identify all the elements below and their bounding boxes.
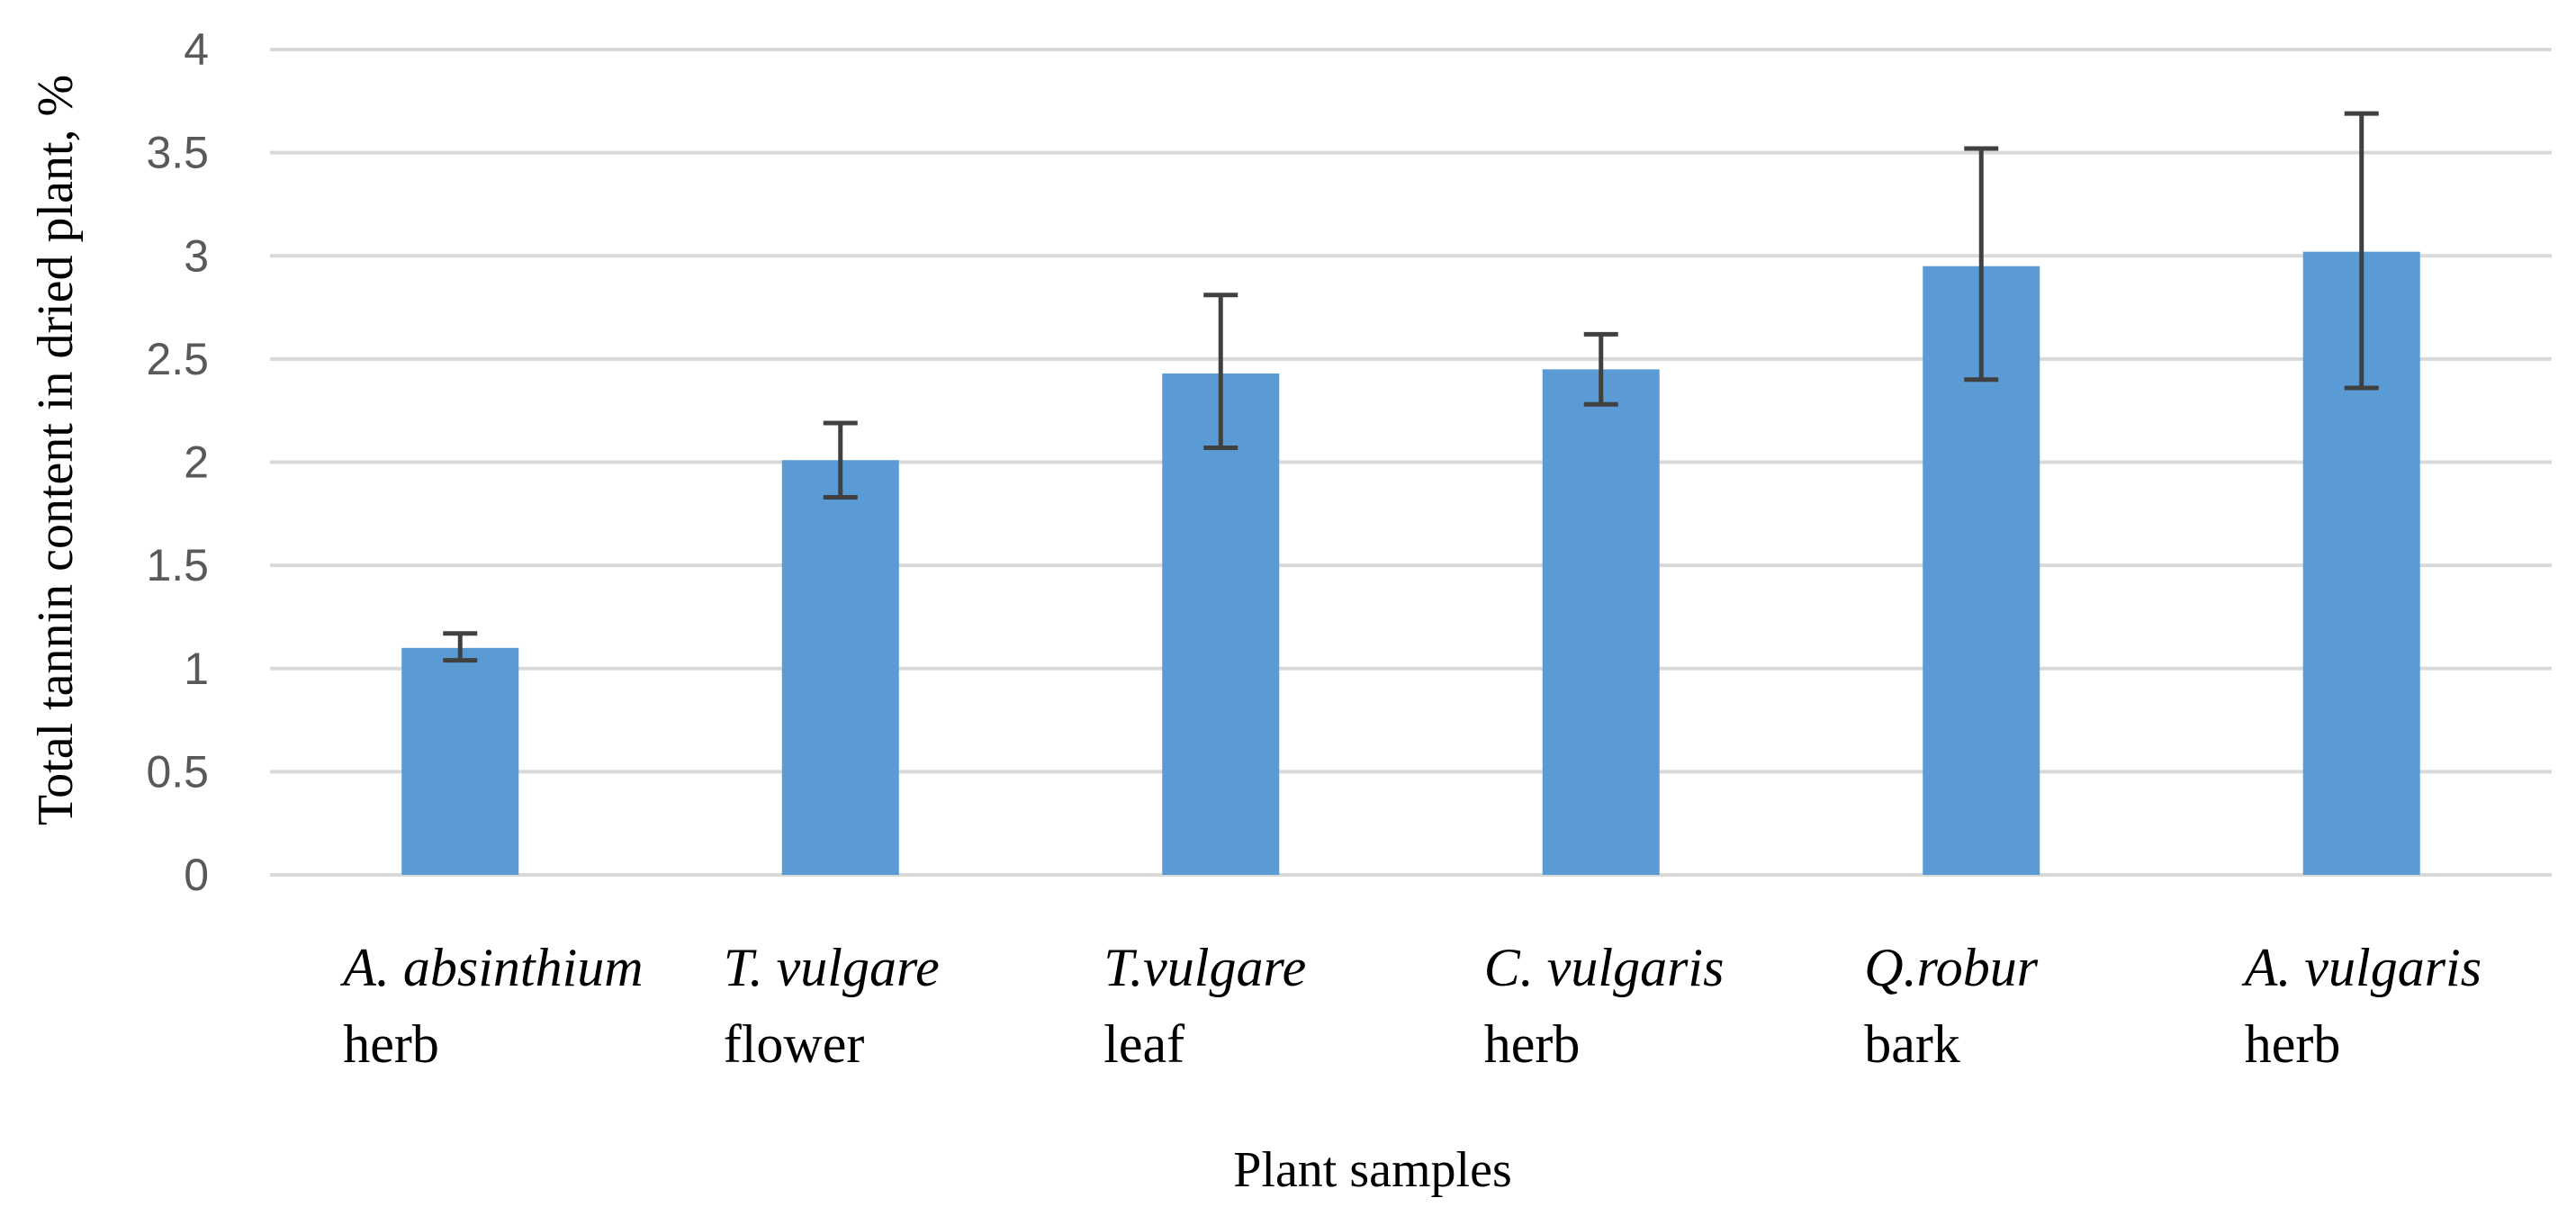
x-category-part-label: herb: [1484, 1014, 1581, 1074]
x-category-part-label: bark: [1864, 1014, 1960, 1074]
bar: [401, 647, 519, 875]
x-axis-title: Plant samples: [1233, 1142, 1512, 1198]
x-category-species-label: T. vulgare: [724, 938, 940, 997]
bars: [401, 251, 2420, 875]
x-category-part-label: leaf: [1103, 1014, 1184, 1074]
x-category-part-label: herb: [2245, 1014, 2341, 1074]
x-category-species-label: A. vulgaris: [2241, 938, 2481, 997]
y-axis-ticks: 0 0.5 1 1.5 2 2.5 3 3.5 4: [146, 24, 209, 900]
bar: [1162, 373, 1280, 875]
bar: [781, 460, 899, 875]
y-tick-label: 2.5: [146, 334, 209, 384]
y-tick-label: 3: [184, 230, 209, 281]
x-axis-category-labels: A. absinthium herb T. vulgare flower T.vulga…: [339, 938, 2481, 1074]
y-tick-label: 4: [184, 24, 209, 75]
y-tick-label: 2: [184, 437, 209, 488]
y-tick-label: 0: [184, 850, 209, 900]
y-tick-label: 0.5: [146, 746, 209, 797]
y-axis-title: Total tannin content in dried plant, %: [28, 75, 84, 825]
x-category-species-label: A. absinthium: [339, 938, 643, 997]
y-tick-label: 1: [184, 644, 209, 694]
x-category-species-label: C. vulgaris: [1484, 938, 1725, 997]
y-tick-label: 1.5: [146, 540, 209, 590]
error-bars: [443, 111, 2379, 663]
x-category-species-label: T.vulgare: [1103, 938, 1306, 997]
gridlines: [270, 48, 2552, 877]
y-tick-label: 3.5: [146, 128, 209, 178]
x-category-species-label: Q.robur: [1864, 938, 2038, 997]
x-category-part-label: flower: [724, 1014, 865, 1074]
bar: [1542, 369, 1660, 875]
x-category-part-label: herb: [343, 1014, 439, 1074]
